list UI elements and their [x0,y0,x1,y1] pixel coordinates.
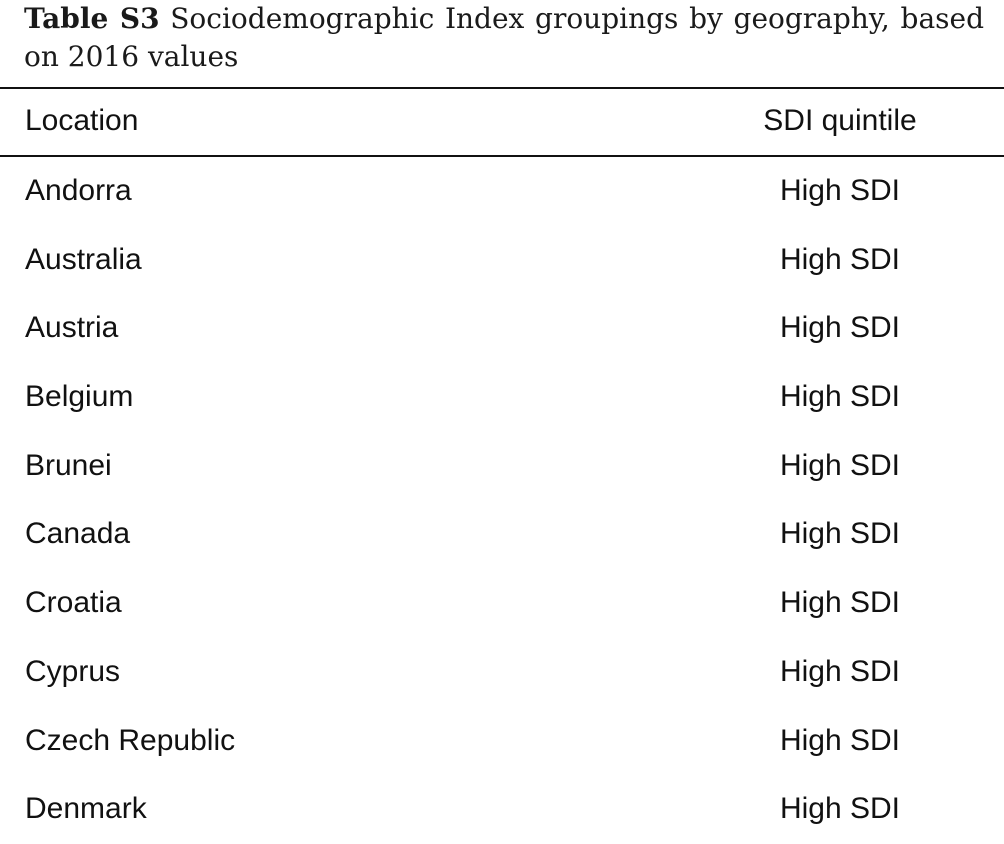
cell-sdi-quintile: High SDI [779,174,901,207]
cell-sdi-quintile: High SDI [779,586,901,620]
table-row: Croatia High SDI [0,569,1004,638]
cell-location: Denmark [25,792,147,826]
cell-location: Canada [25,517,131,551]
table-row: Brunei High SDI [0,432,1004,501]
table-row: Austria High SDI [0,294,1004,363]
cell-location: Austria [25,311,119,345]
cell-sdi-quintile: High SDI [779,380,901,414]
table-row: Denmark High SDI [0,775,1004,844]
cell-location: Belgium [25,380,134,414]
table-row: Australia High SDI [0,226,1004,295]
cell-location: Andorra [25,174,132,207]
table-caption-text: Sociodemographic Index groupings by geog… [24,2,984,73]
header-location: Location [25,104,139,137]
table-label: Table S3 [24,2,160,35]
cell-location: Czech Republic [25,723,236,757]
cell-location: Croatia [25,586,122,620]
cell-sdi-quintile: High SDI [779,517,901,551]
table-header-row: Location SDI quintile [0,89,1004,155]
table-header-rule [0,155,1004,157]
table-top-rule [0,87,1004,89]
cell-sdi-quintile: High SDI [779,723,901,757]
cell-sdi-quintile: High SDI [779,654,901,688]
table-row: Czech Republic High SDI [0,707,1004,776]
cell-location: Brunei [25,448,112,482]
header-sdi-quintile: SDI quintile [763,104,917,137]
table-body: Andorra High SDI Australia High SDI Aust… [0,157,1004,844]
table-row: Belgium High SDI [0,363,1004,432]
cell-location: Australia [25,242,142,276]
table-row: Andorra High SDI [0,157,1004,226]
cell-sdi-quintile: High SDI [779,242,901,276]
cell-location: Cyprus [25,654,121,688]
table-row: Cyprus High SDI [0,638,1004,707]
cell-sdi-quintile: High SDI [779,448,901,482]
cell-sdi-quintile: High SDI [779,792,901,826]
table-row: Canada High SDI [0,500,1004,569]
table-caption: Table S3 Sociodemographic Index grouping… [24,0,984,76]
cell-sdi-quintile: High SDI [779,311,901,345]
